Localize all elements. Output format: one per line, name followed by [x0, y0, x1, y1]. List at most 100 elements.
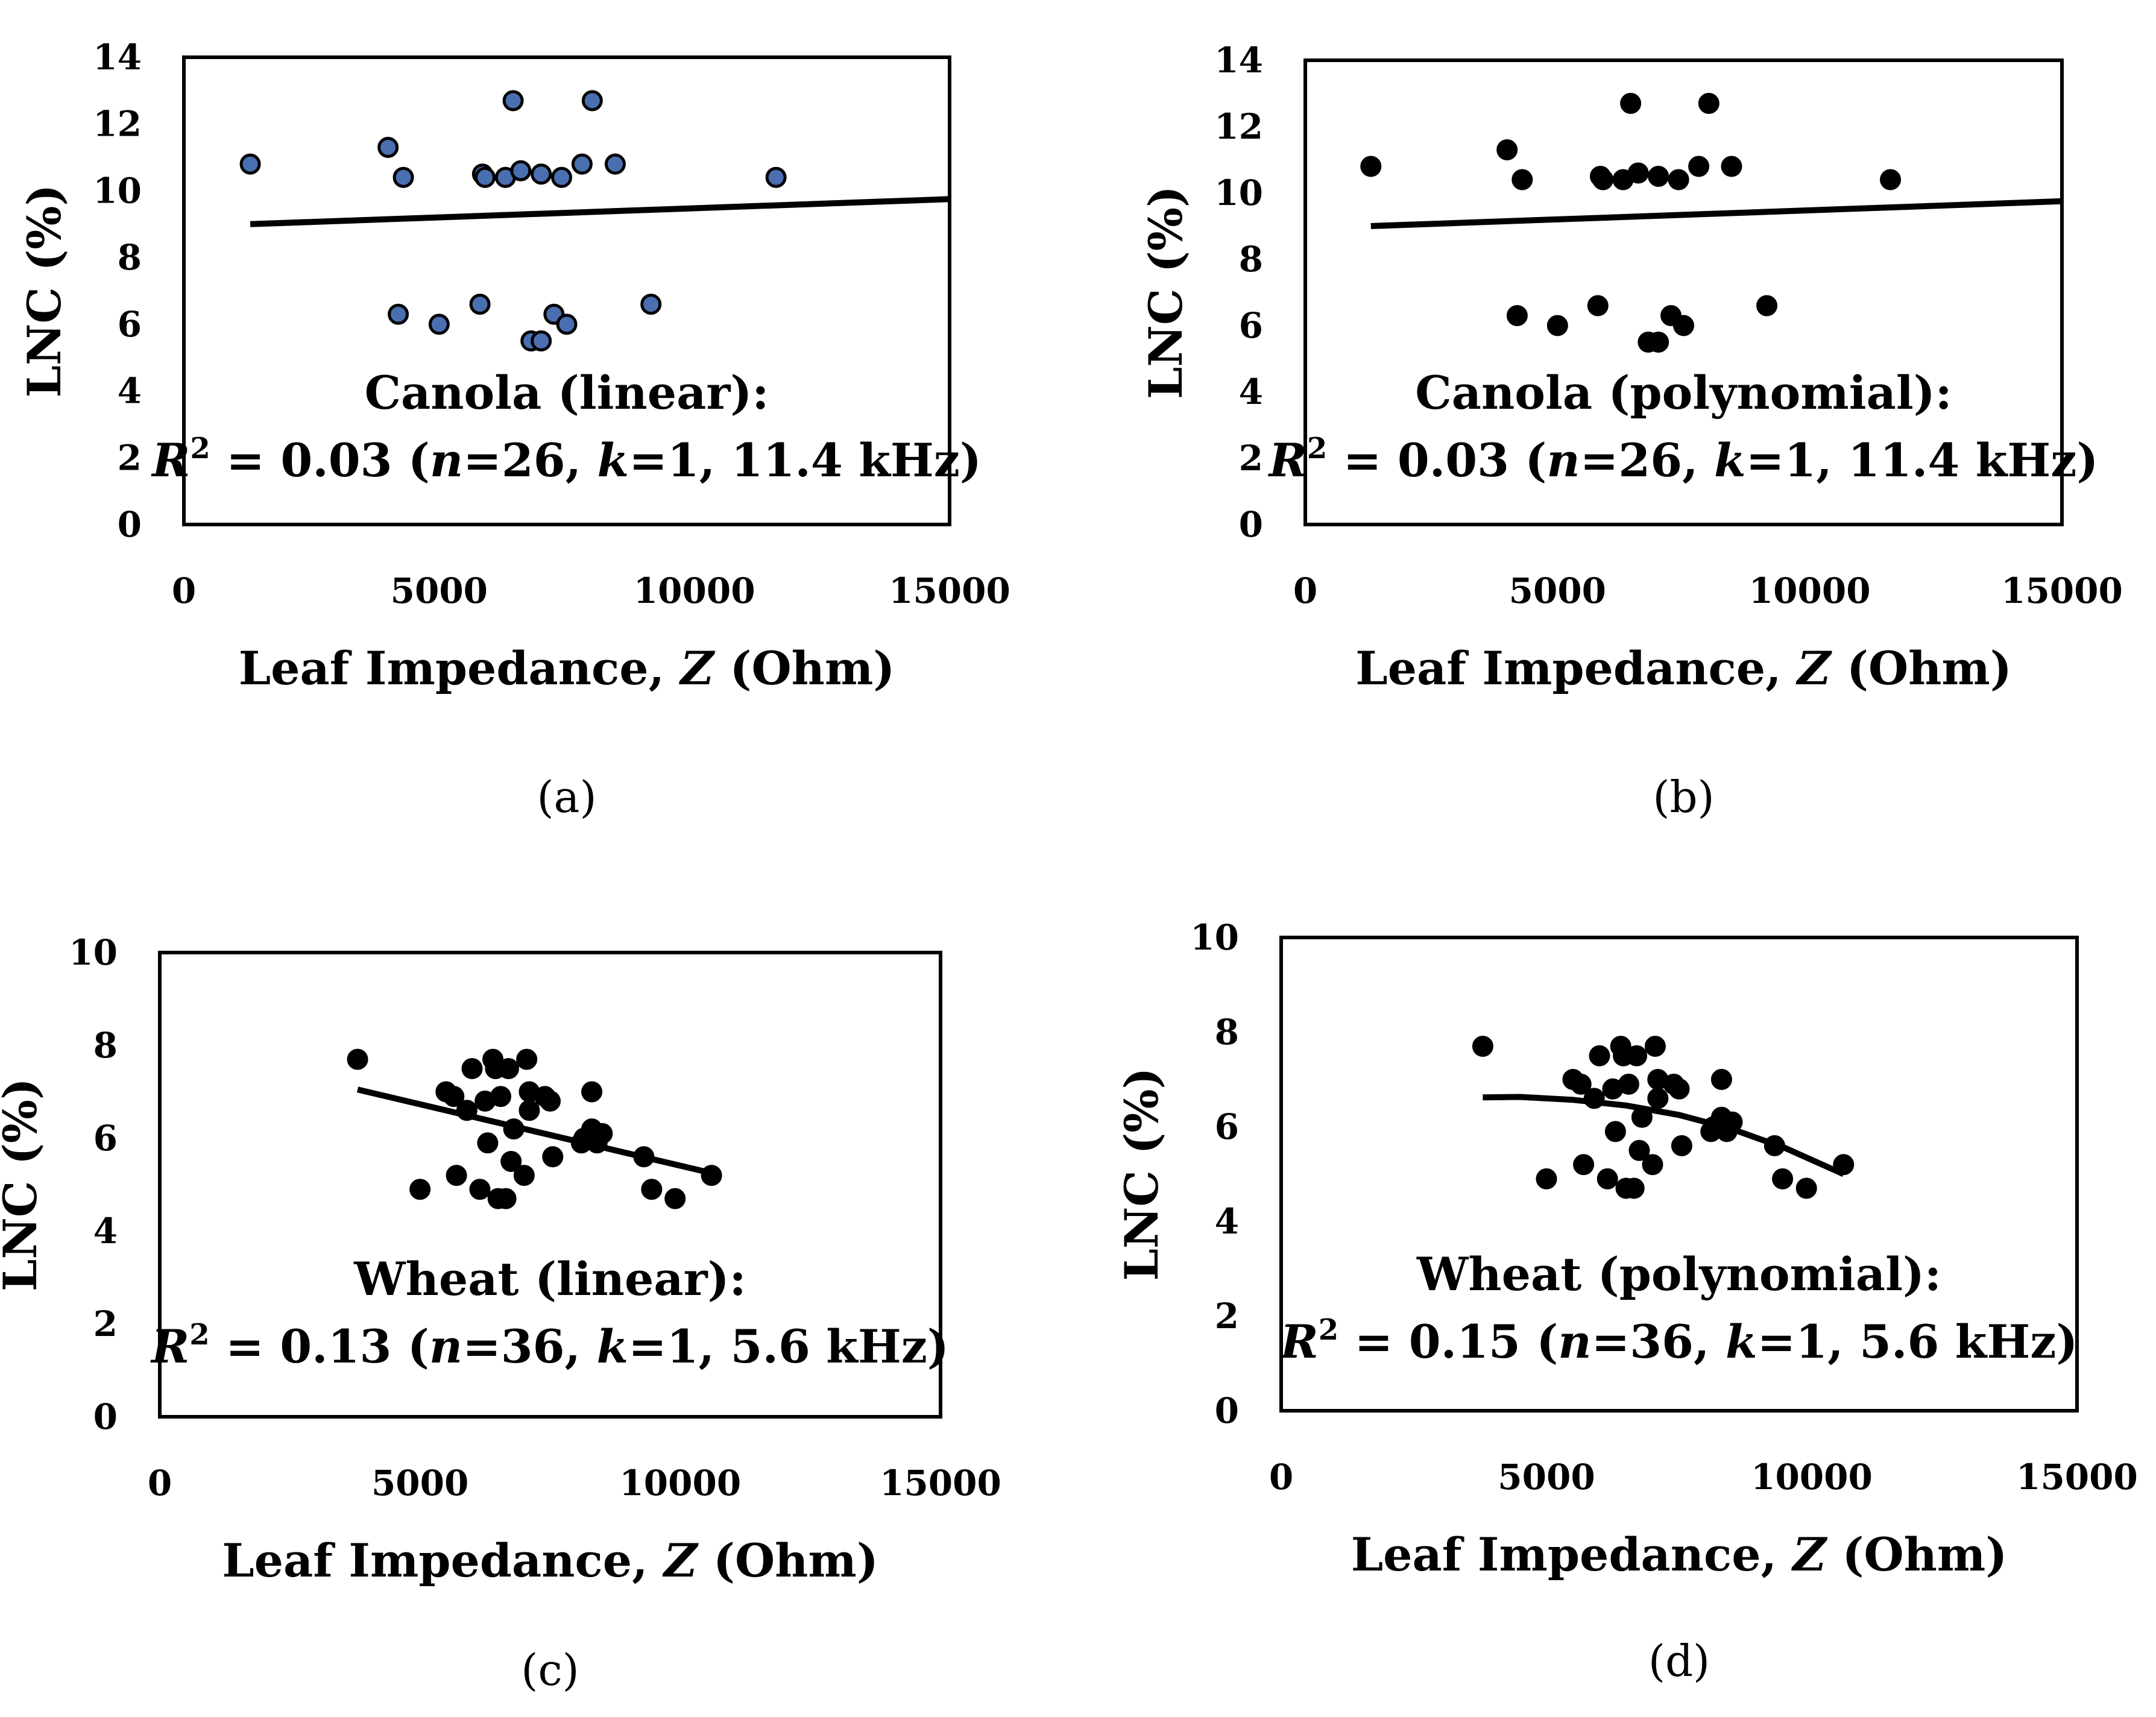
- y-tick-label: 6: [1239, 305, 1263, 346]
- x-tick-label: 5000: [371, 1463, 468, 1504]
- x-tick-label: 0: [148, 1463, 172, 1504]
- data-point: [551, 166, 573, 188]
- data-point: [1642, 1154, 1663, 1176]
- data-point: [540, 1090, 561, 1112]
- data-point: [1592, 169, 1614, 191]
- data-point: [542, 1146, 564, 1168]
- y-tick-label: 8: [118, 237, 142, 278]
- data-point: [1710, 1069, 1732, 1090]
- data-point: [1587, 295, 1609, 317]
- y-tick-label: 10: [93, 170, 142, 211]
- x-tick-label: 0: [172, 570, 196, 611]
- y-tick-label: 2: [118, 437, 142, 478]
- y-axis-label: LNC (%): [1115, 1068, 1168, 1281]
- y-tick-label: 4: [1239, 371, 1263, 412]
- data-point: [446, 1165, 467, 1186]
- data-point: [1506, 305, 1528, 326]
- x-axis-label: Leaf Impedance, Z (Ohm): [222, 1534, 878, 1587]
- data-point: [497, 1058, 519, 1079]
- x-tick-label: 0: [1293, 570, 1317, 611]
- y-tick-label: 0: [118, 504, 142, 545]
- x-tick-label: 10000: [1749, 570, 1871, 611]
- data-point: [347, 1048, 368, 1070]
- data-point: [1648, 166, 1669, 187]
- data-point: [1644, 1036, 1666, 1057]
- annotation-stats: R2 = 0.13 (n=36, k=1, 5.6 kHz): [150, 1318, 949, 1373]
- data-point: [1589, 1045, 1610, 1066]
- y-tick-label: 8: [93, 1025, 118, 1066]
- data-point: [239, 153, 261, 175]
- y-axis-label: LNC (%): [0, 1078, 47, 1291]
- data-point: [409, 1179, 431, 1200]
- data-point: [469, 294, 491, 315]
- data-point: [664, 1188, 686, 1209]
- data-point: [1626, 1045, 1648, 1066]
- y-tick-label: 0: [1215, 1390, 1239, 1431]
- x-tick-label: 15000: [2016, 1457, 2138, 1498]
- data-point: [640, 294, 662, 315]
- data-point: [1573, 1154, 1595, 1176]
- chart-panel-d: 0 2 4 6 8 10 0 5000 10000 15000 LNC (%) Leaf Impeda…: [1115, 917, 2138, 1686]
- plot-frame: [182, 55, 951, 526]
- data-point: [469, 1179, 491, 1200]
- data-point: [388, 303, 409, 325]
- data-point: [765, 166, 787, 188]
- data-point: [474, 166, 496, 188]
- y-tick-label: 14: [93, 37, 142, 78]
- data-point: [581, 90, 603, 112]
- y-tick-label: 12: [1214, 106, 1263, 147]
- data-point: [1597, 1168, 1618, 1189]
- data-point: [1671, 1135, 1692, 1156]
- data-point: [516, 1048, 538, 1070]
- x-tick-label: 10000: [1751, 1457, 1873, 1498]
- data-point: [581, 1081, 603, 1103]
- chart-panel-c: 0 2 4 6 8 10 0 5000 10000 15000 LNC (%) Leaf Impeda…: [0, 932, 1001, 1695]
- data-point: [1618, 1073, 1639, 1095]
- data-point: [428, 313, 450, 335]
- data-point: [1570, 1073, 1592, 1095]
- y-tick-label: 10: [1214, 172, 1263, 213]
- data-point: [1647, 1088, 1669, 1109]
- x-axis-label: Leaf Impedance, Z (Ohm): [1351, 1528, 2008, 1581]
- trendline: [250, 196, 950, 227]
- data-point: [1546, 315, 1568, 336]
- data-point: [461, 1058, 483, 1079]
- y-tick-label: 2: [1215, 1296, 1239, 1337]
- y-tick-label: 12: [93, 104, 142, 145]
- data-point: [1623, 1177, 1645, 1199]
- x-tick-label: 10000: [634, 570, 755, 611]
- y-tick-label: 8: [1239, 239, 1263, 280]
- y-tick-label: 0: [93, 1396, 118, 1437]
- plot-frame: [158, 951, 942, 1419]
- y-tick-label: 10: [69, 932, 118, 973]
- data-point: [392, 166, 414, 188]
- data-point: [500, 1151, 522, 1172]
- data-point: [519, 1100, 540, 1121]
- data-point: [495, 1188, 517, 1209]
- data-point: [1880, 169, 1902, 191]
- data-point: [490, 1086, 511, 1107]
- x-tick-label: 15000: [889, 570, 1010, 611]
- data-point: [1756, 295, 1778, 317]
- x-tick-label: 15000: [2001, 570, 2123, 611]
- panel-label: (a): [537, 772, 596, 822]
- plot-frame: [1279, 936, 2079, 1413]
- y-tick-label: 4: [93, 1211, 118, 1252]
- x-tick-label: 5000: [1509, 570, 1606, 611]
- data-point: [477, 1132, 499, 1154]
- x-tick-label: 10000: [619, 1463, 741, 1504]
- annotation-title: Wheat (polynomial):: [1416, 1247, 1941, 1301]
- annotation-stats: R2 = 0.15 (n=36, k=1, 5.6 kHz): [1279, 1313, 2078, 1369]
- data-point: [1795, 1177, 1817, 1199]
- data-point: [1673, 315, 1694, 336]
- x-tick-label: 5000: [391, 570, 488, 611]
- x-axis-label: Leaf Impedance, Z (Ohm): [239, 641, 895, 695]
- data-point: [531, 163, 552, 185]
- y-tick-label: 10: [1190, 917, 1239, 958]
- data-point: [1536, 1168, 1557, 1189]
- data-point: [1688, 156, 1710, 177]
- data-point: [1620, 93, 1642, 114]
- y-tick-label: 6: [1215, 1106, 1239, 1147]
- data-point: [1698, 93, 1719, 114]
